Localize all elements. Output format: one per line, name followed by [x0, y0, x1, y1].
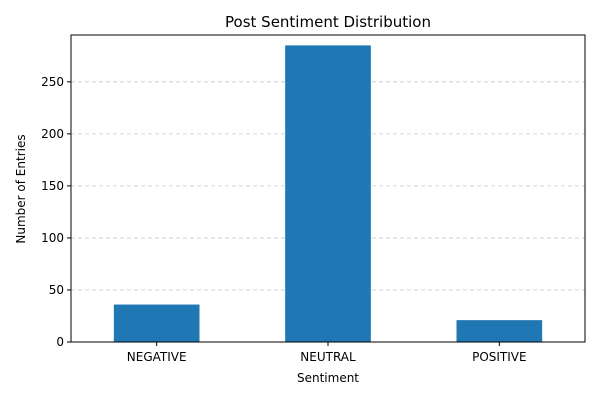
- y-axis-ticks: 0 50 100 150 200 250: [41, 75, 71, 349]
- y-tick-label: 100: [41, 231, 64, 245]
- chart-title: Post Sentiment Distribution: [225, 13, 431, 31]
- y-tick-label: 50: [49, 283, 64, 297]
- x-tick-label: NEUTRAL: [300, 350, 356, 364]
- bar-negative: [113, 304, 200, 342]
- bar-neutral: [285, 45, 371, 343]
- y-tick-label: 250: [41, 75, 64, 89]
- x-tick-label: POSITIVE: [472, 350, 527, 364]
- x-axis-ticks: NEGATIVE NEUTRAL POSITIVE: [127, 342, 527, 364]
- bars: [113, 45, 543, 343]
- y-tick-label: 0: [56, 335, 64, 349]
- gridlines: [71, 81, 585, 291]
- bar-positive: [456, 320, 543, 342]
- x-tick-label: NEGATIVE: [127, 350, 187, 364]
- y-tick-label: 200: [41, 127, 64, 141]
- x-axis-label: Sentiment: [297, 371, 359, 385]
- y-axis-label: Number of Entries: [14, 134, 28, 243]
- y-tick-label: 150: [41, 179, 64, 193]
